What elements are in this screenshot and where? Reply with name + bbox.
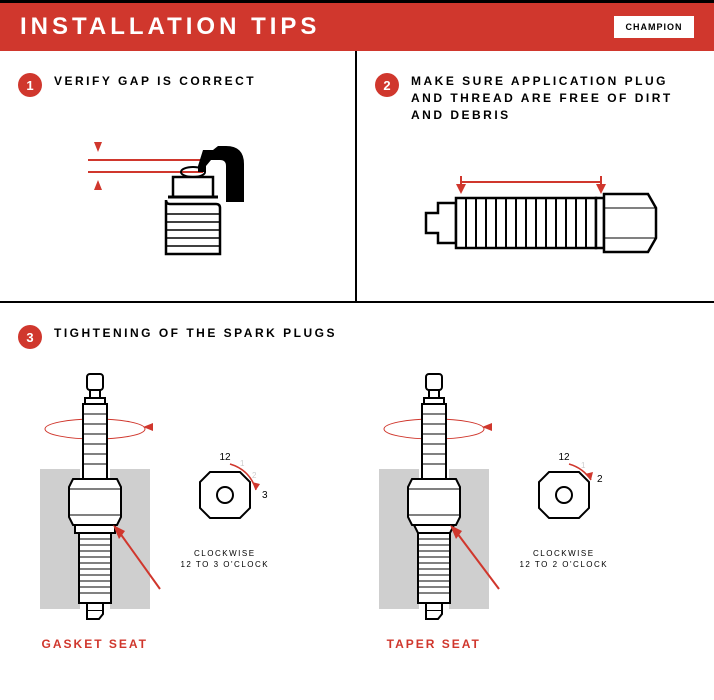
gasket-clock-label: CLOCKWISE 12 TO 3 O'CLOCK [180,548,269,570]
step2-text: Make sure application plug and thread ar… [411,73,696,123]
page-title: INSTALLATION TIPS [20,13,320,41]
taper-clock-label: CLOCKWISE 12 TO 2 O'CLOCK [519,548,608,570]
step2-diagram [375,143,696,293]
brand-text: CHAMPION [626,22,683,32]
gasket-range-text: 12 TO 3 O'CLOCK [180,560,269,569]
step3-text: Tightening of the spark plugs [54,325,337,342]
step1-header: 1 Verify gap is correct [18,73,337,97]
taper-range-text: 12 TO 2 O'CLOCK [519,560,608,569]
clock-1-faded: 1 [240,459,245,468]
panel-step-1: 1 Verify gap is correct [0,51,357,301]
gasket-clockwise-text: CLOCKWISE [194,549,256,558]
plug-taper-col: TAPER SEAT [364,369,504,651]
brand-logo: CHAMPION [614,16,694,38]
taper-plug-svg [364,369,504,629]
gap-diagram-svg [48,122,308,262]
taper-clock-svg: 12 1 2 [519,450,609,540]
panel-step-2: 2 Make sure application plug and thread … [357,51,714,301]
step3-header: 3 Tightening of the spark plugs [18,325,696,349]
gasket-clock-col: 12 1 2 3 CLOCKWISE 12 TO 3 O'CLOCK [180,450,270,570]
step3-number: 3 [18,325,42,349]
step1-text: Verify gap is correct [54,73,256,90]
header-bar: INSTALLATION TIPS CHAMPION [0,0,714,51]
taper-seat-label: TAPER SEAT [387,637,481,651]
plugs-row: GASKET SEAT 12 1 2 3 CLOCKWISE 12 TO 3 O… [18,369,696,651]
gasket-seat-label: GASKET SEAT [42,637,148,651]
taper-clockwise-text: CLOCKWISE [533,549,595,558]
clock-1-faded: 1 [581,461,586,470]
step1-number: 1 [18,73,42,97]
plug-group-taper: TAPER SEAT 12 1 2 CLOCKWISE 12 TO 2 O'CL… [364,369,689,651]
clock-12: 12 [219,452,231,463]
plug-gasket-col: GASKET SEAT [25,369,165,651]
gasket-plug-svg [25,369,165,629]
clock-3: 3 [262,490,268,501]
clock-12: 12 [558,452,570,463]
thread-diagram-svg [396,158,676,278]
gasket-clock-svg: 12 1 2 3 [180,450,270,540]
step2-number: 2 [375,73,399,97]
taper-clock-col: 12 1 2 CLOCKWISE 12 TO 2 O'CLOCK [519,450,609,570]
top-panels: 1 Verify gap is correct [0,51,714,303]
step2-header: 2 Make sure application plug and thread … [375,73,696,123]
plug-group-gasket: GASKET SEAT 12 1 2 3 CLOCKWISE 12 TO 3 O… [25,369,350,651]
clock-2-faded: 2 [252,471,257,480]
step1-diagram [18,117,337,267]
clock-2: 2 [597,474,603,485]
panel-step-3: 3 Tightening of the spark plugs [0,303,714,673]
